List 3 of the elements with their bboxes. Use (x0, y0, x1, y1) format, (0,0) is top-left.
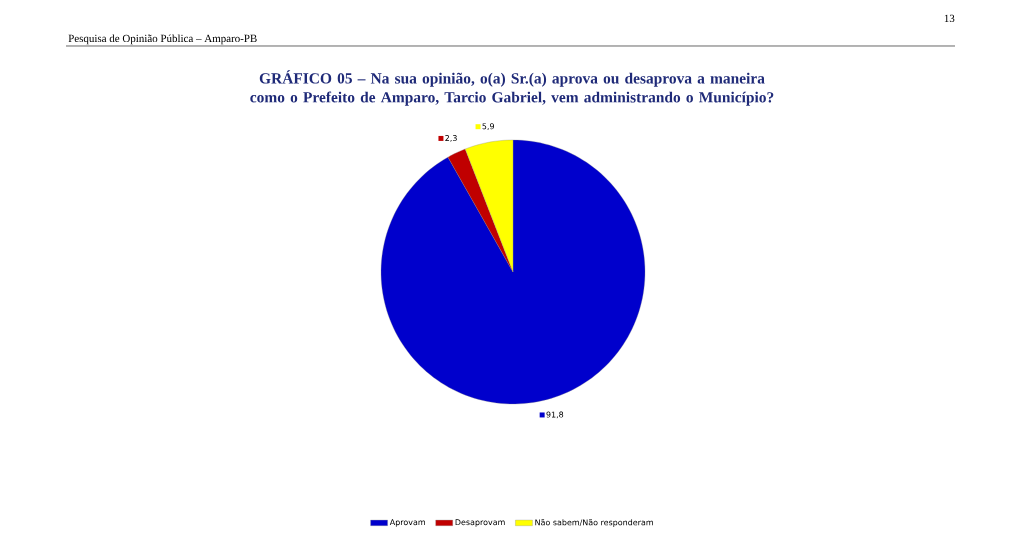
chart-title: GRÁFICO 05 – Na sua opinião, o(a) Sr.(a) aprova ou desaprova a maneira como o Prefeito de Amparo, Tarcio Gabriel, vem administrando o Município? (250, 70, 774, 106)
text: 13 (944, 14, 955, 23)
text: Pesquisa de Opinião Pública – Amparo-PB (68, 34, 257, 45)
